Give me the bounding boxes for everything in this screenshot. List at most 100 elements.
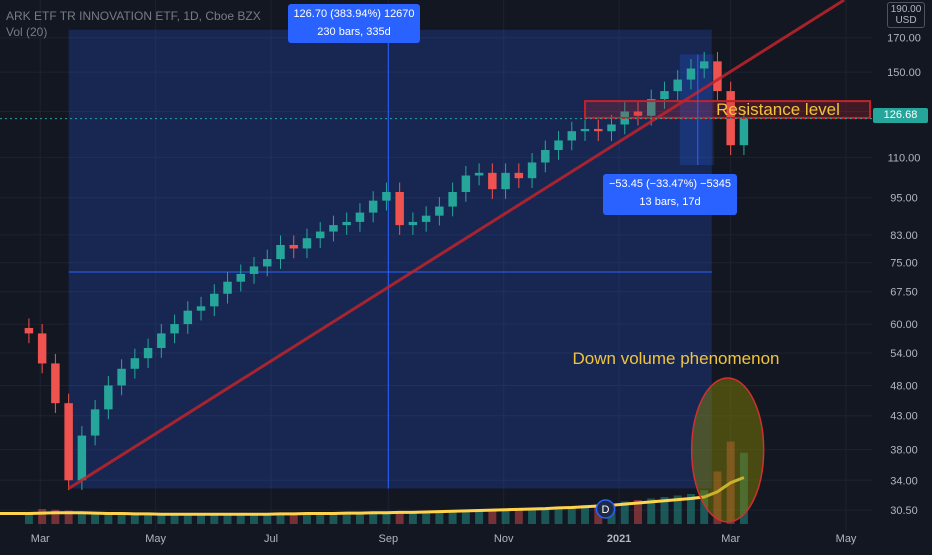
resistance-label: Resistance level [716,100,840,119]
drawing-overlays[interactable]: Resistance level Down volume phenomenon D [0,0,872,523]
volume-bar [581,505,590,524]
candle-body [263,259,272,267]
volume-bar [700,490,709,524]
dividend-marker-label: D [602,504,610,516]
volume-bar [77,512,86,524]
measure-regions [68,29,714,489]
candle-body [673,79,682,92]
candle-body [527,162,537,179]
time-tick-label: May [836,533,857,545]
volume-bar [316,513,325,524]
candle-body [633,111,643,116]
candle-body [474,172,484,176]
measure-up-change: 126.70 (383.94%) 12670 [293,8,415,20]
candle-body [183,310,193,325]
candle-body [607,124,616,132]
candle-body [395,192,404,226]
candle-body [329,225,338,232]
currency-tag[interactable]: 190.00 USD [887,2,925,28]
volume-bar [91,513,100,524]
measure-down-change: −53.45 (−33.47%) −5345 [608,178,731,190]
symbol-title: ARK ETF TR INNOVATION ETF, 1D, Cboe BZX [6,9,261,23]
volume-bar [673,495,682,524]
volume-bar [130,514,139,524]
volume-note-label: Down volume phenomenon [573,349,780,368]
candle-body [64,403,73,481]
candle-body [51,363,60,404]
candle-body [421,215,431,222]
volume-bar [514,508,523,524]
volume-bar [422,511,431,524]
volume-bar [64,510,73,524]
candle-body [713,61,722,92]
measure-up-label: 126.70 (383.94%) 12670 230 bars, 335d [288,4,420,43]
volume-bar [263,514,272,524]
candle-body [686,68,696,80]
time-tick-label: Mar [31,533,50,545]
volume-bar [170,514,179,524]
volume-bar [488,509,497,524]
price-tick-label: 38.00 [890,445,918,457]
volume-bar [501,509,510,524]
candle-body [355,212,365,222]
volume-bar [528,508,537,524]
volume-bar [302,513,311,524]
volume-bar [117,513,126,524]
volume-bar [647,498,656,524]
volume-bar [183,514,192,524]
candle-body [104,385,113,410]
volume-bar [634,500,642,524]
candle-body [408,221,418,226]
volume-bar [461,510,470,524]
volume-bar [554,507,563,524]
measure-down-region [679,54,714,166]
volume-bar [448,510,457,524]
candle-body [660,91,669,100]
volume-bar [686,494,695,524]
volume-bar [620,501,629,524]
candle-body [461,175,471,193]
volume-bar [104,513,113,524]
candle-body [157,333,166,349]
volume-bar [223,514,232,524]
time-tick-label: Nov [494,533,514,545]
price-tick-label: 110.00 [888,152,921,164]
volume-bar [51,509,60,524]
volume-bar [329,513,338,524]
candle-body [170,324,179,334]
candle-body [249,266,259,274]
time-tick-label: Mar [721,533,740,545]
candle-body [210,293,219,307]
candle-body [223,281,232,294]
candle-body [514,172,524,179]
candle-body [24,327,34,334]
candle-body [488,172,497,190]
price-tick-label: 30.50 [890,505,918,517]
candle-body [554,140,563,151]
candle-body [594,128,603,132]
volume-bar [276,513,285,524]
chart-legend: ARK ETF TR INNOVATION ETF, 1D, Cboe BZX … [6,8,261,40]
volume-bar [236,514,245,524]
measure-up-bars: 230 bars, 335d [317,26,391,38]
price-tick-label: 60.00 [890,319,918,331]
currency-label: USD [895,15,917,26]
volume-bar [541,507,550,524]
volume-bar [289,513,298,524]
candle-body [315,231,325,239]
candle-body [236,273,246,282]
candle-body [368,200,378,213]
volume-bar [475,510,484,524]
candle-body [567,131,577,141]
candle-body [77,435,87,481]
candle-body [580,128,590,132]
time-tick-label: Jul [264,533,278,545]
volume-indicator-label: Vol (20) [6,25,48,39]
volume-bar [24,512,33,524]
candle-body [699,61,709,69]
volume-bar [197,514,206,524]
candle-body [196,306,206,311]
volume-bar [38,509,47,524]
